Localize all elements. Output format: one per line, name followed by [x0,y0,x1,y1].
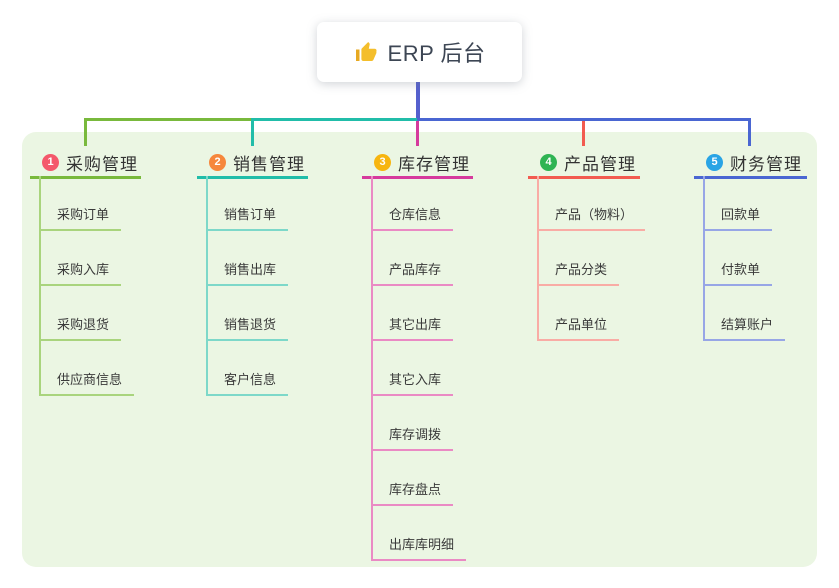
connector-child-line [39,176,41,396]
mindmap-node[interactable]: 产品分类 [537,231,620,286]
connector-child-line [537,176,539,341]
mindmap-node[interactable]: 供应商信息 [39,341,135,396]
mindmap-panel [22,132,817,567]
branch-topic-node[interactable]: 3 库存管理 [362,148,473,179]
mindmap-node[interactable]: 销售退货 [206,286,289,341]
mindmap-node[interactable]: 产品单位 [537,286,620,341]
mindmap-node[interactable]: 采购订单 [39,176,122,231]
branch-topic-label: 财务管理 [730,154,802,174]
branch-topic-node[interactable]: 4 产品管理 [528,148,640,179]
mindmap-node[interactable]: 库存调拨 [371,396,454,451]
mindmap-node[interactable]: 产品库存 [371,231,454,286]
badge-number: 2 [209,153,226,171]
mindmap-node[interactable]: 采购入库 [39,231,122,286]
mindmap-node[interactable]: 采购退货 [39,286,122,341]
root-node[interactable]: ERP 后台 [317,22,522,82]
branch-topic-label: 销售管理 [233,154,305,174]
mindmap-node[interactable]: 销售出库 [206,231,289,286]
branch-topic-label: 产品管理 [564,154,636,174]
mindmap-node[interactable]: 出库库明细 [371,506,467,561]
connector-drop-magenta [416,121,419,146]
badge-number: 4 [540,153,557,171]
connector-drop-red [582,121,585,146]
branch-topic-node[interactable]: 5 财务管理 [694,148,807,179]
branch-children: 销售订单 销售出库 销售退货 客户信息 [197,176,289,396]
mindmap-node[interactable]: 回款单 [703,176,773,231]
branch-procurement: 1 采购管理 采购订单 采购入库 采购退货 供应商信息 [30,148,141,396]
mindmap-node[interactable]: 仓库信息 [371,176,454,231]
branch-topic-label: 库存管理 [398,154,470,174]
badge-number: 3 [374,153,391,171]
connector-bus-green [84,118,251,121]
mindmap-node[interactable]: 其它出库 [371,286,454,341]
connector-bus-teal [251,118,417,121]
mindmap-node[interactable]: 客户信息 [206,341,289,396]
branch-children: 采购订单 采购入库 采购退货 供应商信息 [30,176,135,396]
branch-topic-label: 采购管理 [66,154,138,174]
badge-number: 1 [42,153,59,171]
branch-sales: 2 销售管理 销售订单 销售出库 销售退货 客户信息 [197,148,308,396]
branch-finance: 5 财务管理 回款单 付款单 结算账户 [694,148,807,341]
thumbs-up-icon [354,40,378,64]
connector-child-line [703,176,705,341]
mindmap-node[interactable]: 销售订单 [206,176,289,231]
badge-number: 5 [706,153,723,171]
branch-topic-node[interactable]: 1 采购管理 [30,148,141,179]
branch-topic-node[interactable]: 2 销售管理 [197,148,308,179]
mindmap-node[interactable]: 付款单 [703,231,773,286]
connector-drop-blue [748,118,751,146]
mindmap-node[interactable]: 产品（物料） [537,176,646,231]
connector-child-line [371,176,373,561]
connector-bus-blue [417,118,751,121]
branch-product: 4 产品管理 产品（物料） 产品分类 产品单位 [528,148,646,341]
mindmap-node[interactable]: 其它入库 [371,341,454,396]
mindmap-node[interactable]: 结算账户 [703,286,786,341]
connector-drop-teal [251,118,254,146]
branch-children: 产品（物料） 产品分类 产品单位 [528,176,646,341]
connector-root-line [416,81,420,121]
branch-inventory: 3 库存管理 仓库信息 产品库存 其它出库 其它入库 库存调拨 库存盘点 出库库… [362,148,473,561]
connector-child-line [206,176,208,396]
connector-drop-green [84,118,87,146]
branch-children: 仓库信息 产品库存 其它出库 其它入库 库存调拨 库存盘点 出库库明细 [362,176,467,561]
branch-children: 回款单 付款单 结算账户 [694,176,786,341]
root-title: ERP 后台 [387,41,486,66]
mindmap-node[interactable]: 库存盘点 [371,451,454,506]
